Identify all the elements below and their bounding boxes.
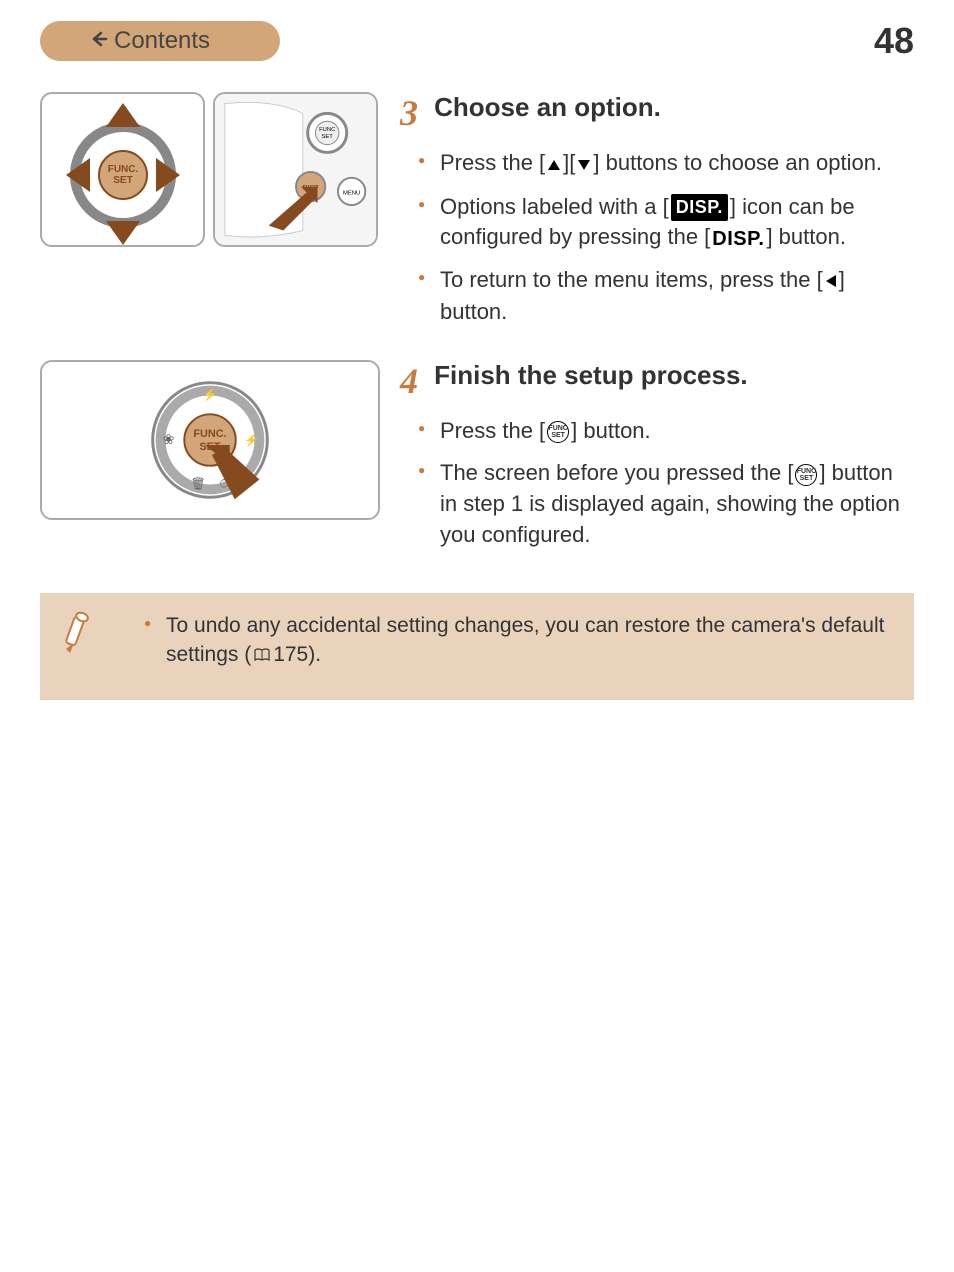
illust-press-func: FUNC. SET ⚡ ❀ ⚡ 🗑 ⏱ <box>40 360 380 520</box>
svg-text:FUNC.: FUNC. <box>107 164 138 175</box>
text: ). <box>308 643 321 666</box>
page-ref: 175 <box>273 643 308 666</box>
page-number: 48 <box>874 20 914 62</box>
bullet: Press the [][] buttons to choose an opti… <box>418 148 914 180</box>
down-triangle-icon <box>577 149 591 180</box>
func-set-icon: FUNCSET <box>547 421 569 443</box>
step-4-row: FUNC. SET ⚡ ❀ ⚡ 🗑 ⏱ 4 Finish the setup p… <box>40 360 914 563</box>
note-box: To undo any accidental setting changes, … <box>40 593 914 701</box>
step-3-bullets: Press the [][] buttons to choose an opti… <box>400 148 914 328</box>
svg-text:SET: SET <box>322 134 334 140</box>
text: ] button. <box>766 224 846 249</box>
svg-text:FUNC: FUNC <box>319 127 335 133</box>
contents-label: Contents <box>114 27 210 55</box>
text: ] button. <box>571 418 651 443</box>
bullet: Press the [FUNCSET] button. <box>418 416 914 447</box>
svg-text:❀: ❀ <box>163 430 175 446</box>
text: The screen before you pressed the [ <box>440 460 793 485</box>
illust-press-disp: FUNC SET DISP MENU <box>213 92 378 247</box>
up-triangle-icon <box>547 149 561 180</box>
contents-button[interactable]: Contents <box>40 21 280 61</box>
illust-dial-updown: FUNC. SET <box>40 92 205 247</box>
disp-white-icon: DISP. <box>712 225 764 253</box>
text: Options labeled with a [ <box>440 194 669 219</box>
step-3-number: 3 <box>400 92 418 134</box>
step-4-number: 4 <box>400 360 418 402</box>
step-3-title: Choose an option. <box>434 92 661 122</box>
left-triangle-icon <box>825 266 837 297</box>
book-icon <box>253 641 271 670</box>
svg-text:FUNC.: FUNC. <box>193 428 226 440</box>
note-item: To undo any accidental setting changes, … <box>144 611 894 671</box>
func-set-icon: FUNCSET <box>795 464 817 486</box>
bullet: To return to the menu items, press the [… <box>418 265 914 327</box>
disp-black-icon: DISP. <box>671 194 728 221</box>
step-4-text: 4 Finish the setup process. Press the [F… <box>400 360 914 563</box>
text: To return to the menu items, press the [ <box>440 267 823 292</box>
svg-text:⚡: ⚡ <box>244 432 259 446</box>
text: ] buttons to choose an option. <box>593 150 882 175</box>
svg-text:MENU: MENU <box>343 190 360 196</box>
step-3-row: FUNC. SET FUNC SET DISP MENU <box>40 92 914 340</box>
text: Press the [ <box>440 418 545 443</box>
step-3-text: 3 Choose an option. Press the [][] butto… <box>400 92 914 340</box>
bullet: Options labeled with a [DISP.] icon can … <box>418 192 914 254</box>
step-4-illustrations: FUNC. SET ⚡ ❀ ⚡ 🗑 ⏱ <box>40 360 380 520</box>
svg-text:⚡: ⚡ <box>203 387 218 401</box>
text: Press the [ <box>440 150 545 175</box>
pencil-icon <box>60 611 96 663</box>
step-4-heading: 4 Finish the setup process. <box>400 360 914 402</box>
step-4-title: Finish the setup process. <box>434 360 748 390</box>
step-4-bullets: Press the [FUNCSET] button. The screen b… <box>400 416 914 551</box>
page-header: Contents 48 <box>40 20 914 62</box>
step-3-illustrations: FUNC. SET FUNC SET DISP MENU <box>40 92 380 247</box>
svg-text:🗑: 🗑 <box>191 476 206 490</box>
svg-text:SET: SET <box>113 175 132 186</box>
bullet: The screen before you pressed the [FUNCS… <box>418 458 914 550</box>
note-bullets: To undo any accidental setting changes, … <box>126 611 894 683</box>
step-3-heading: 3 Choose an option. <box>400 92 914 134</box>
back-arrow-icon <box>90 27 108 55</box>
